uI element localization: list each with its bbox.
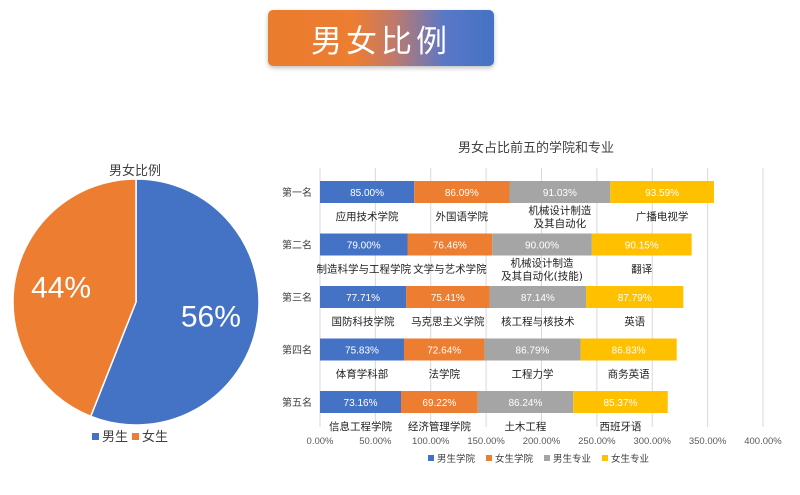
bar-value-label: 75.83% bbox=[345, 346, 379, 357]
bar-category-name: 马克思主义学院 bbox=[411, 315, 485, 328]
pie-chart-title: 男女比例 bbox=[108, 164, 161, 179]
bar-value-label: 86.09% bbox=[445, 188, 479, 199]
pie-chart: 56% 44% 男生 女生 bbox=[12, 178, 260, 445]
bar-segment bbox=[591, 233, 692, 256]
bar-legend-swatch bbox=[544, 455, 550, 461]
bar-category-name: 商务英语 bbox=[608, 368, 650, 381]
bar-value-label: 87.79% bbox=[618, 293, 652, 304]
bar-category-name: 广播电视学 bbox=[636, 210, 689, 223]
bar-value-label: 93.59% bbox=[645, 188, 679, 199]
bar-category-name: 体育学科部 bbox=[336, 368, 389, 381]
bar-value-label: 90.15% bbox=[625, 241, 659, 252]
bar-value-label: 87.14% bbox=[521, 293, 555, 304]
banner-title: 男女比例 bbox=[311, 23, 451, 60]
bar-legend-label: 女生学院 bbox=[495, 453, 534, 465]
pie-slice-label: 44% bbox=[31, 272, 91, 305]
bar-segment bbox=[586, 286, 684, 308]
rank-label: 第二名 bbox=[282, 239, 312, 252]
bar-category-name: 核工程与核技术 bbox=[501, 315, 575, 328]
rank-label: 第四名 bbox=[282, 344, 312, 357]
bar-category-name: 英语 bbox=[624, 315, 645, 328]
x-tick-label: 350.00% bbox=[689, 436, 727, 447]
bar-category-name: 信息工程学院 bbox=[329, 420, 392, 433]
pie-legend-swatch bbox=[132, 433, 139, 440]
bar-segment bbox=[320, 338, 404, 361]
bar-category-name: 翻译 bbox=[631, 263, 652, 276]
bar-segment bbox=[406, 286, 490, 308]
bar-segment bbox=[492, 233, 592, 256]
bar-category-name: 外国语学院 bbox=[436, 210, 489, 223]
rank-label: 第五名 bbox=[282, 396, 312, 409]
x-tick-label: 300.00% bbox=[633, 436, 671, 447]
bar-legend-swatch bbox=[428, 455, 434, 461]
bar-value-label: 69.22% bbox=[422, 398, 456, 409]
bar-value-label: 86.83% bbox=[612, 346, 646, 357]
bar-segment bbox=[403, 338, 485, 361]
rank-label: 第一名 bbox=[282, 186, 312, 199]
bar-category-name: 文学与艺术学院 bbox=[413, 263, 487, 276]
pie-legend-label: 女生 bbox=[142, 429, 168, 445]
bar-value-label: 85.37% bbox=[604, 398, 638, 409]
pie-slice-male bbox=[89, 178, 260, 426]
bar-segment bbox=[320, 286, 407, 308]
bar-segment bbox=[477, 391, 574, 413]
bar-segment bbox=[407, 233, 493, 256]
bar-category-name: 及其自动化(技能) bbox=[501, 270, 583, 283]
bar-category-name: 机械设计制造 bbox=[511, 257, 574, 270]
bar-legend-label: 男生学院 bbox=[437, 453, 476, 465]
bar-category-name: 机械设计制造 bbox=[528, 204, 591, 217]
bar-value-label: 85.00% bbox=[350, 188, 384, 199]
pie-slice-female bbox=[12, 178, 137, 418]
bar-segment bbox=[580, 338, 677, 361]
bar-legend-label: 女生专业 bbox=[611, 453, 649, 465]
bar-category-name: 应用技术学院 bbox=[336, 210, 399, 223]
x-tick-label: 0.00% bbox=[307, 436, 334, 447]
x-tick-label: 200.00% bbox=[523, 436, 561, 447]
bar-category-name: 国防科技学院 bbox=[332, 315, 395, 328]
bar-value-label: 86.24% bbox=[508, 398, 542, 409]
bar-segment bbox=[484, 338, 581, 361]
x-tick-label: 100.00% bbox=[412, 436, 450, 447]
bar-category-name: 制造科学与工程学院 bbox=[316, 263, 411, 276]
pie-legend-swatch bbox=[92, 433, 99, 440]
bar-legend-swatch bbox=[486, 455, 492, 461]
bar-value-label: 90.00% bbox=[525, 241, 559, 252]
bar-value-label: 73.16% bbox=[344, 398, 378, 409]
x-tick-label: 150.00% bbox=[467, 436, 505, 447]
bar-segment bbox=[401, 391, 478, 413]
bar-category-name: 及其自动化 bbox=[534, 217, 587, 230]
bar-value-label: 77.71% bbox=[346, 293, 380, 304]
stacked-bar-chart: 男女占比前五的学院和专业 0.00% 50.00% 100.00% 150.00% 200… bbox=[282, 140, 782, 465]
bar-value-label: 76.46% bbox=[433, 241, 467, 252]
bar-legend-swatch bbox=[602, 455, 608, 461]
bar-segment bbox=[573, 391, 668, 413]
bar-chart-title: 男女占比前五的学院和专业 bbox=[458, 140, 614, 156]
rank-label: 第三名 bbox=[282, 291, 312, 304]
bar-segment bbox=[414, 181, 510, 203]
bar-value-label: 79.00% bbox=[347, 241, 381, 252]
bar-value-label: 91.03% bbox=[543, 188, 577, 199]
bar-segment bbox=[320, 391, 402, 413]
bar-value-label: 75.41% bbox=[431, 293, 465, 304]
bar-category-name: 法学院 bbox=[428, 368, 460, 381]
pie-slice-label: 56% bbox=[181, 300, 241, 333]
bar-segment bbox=[320, 233, 408, 256]
bar-segment bbox=[489, 286, 587, 308]
bar-segment bbox=[610, 181, 714, 203]
bar-segment bbox=[509, 181, 611, 203]
bar-category-name: 经济管理学院 bbox=[408, 420, 471, 433]
bar-value-label: 72.64% bbox=[427, 346, 461, 357]
bar-category-name: 工程力学 bbox=[511, 368, 553, 381]
x-tick-label: 400.00% bbox=[744, 436, 782, 447]
pie-legend-label: 男生 bbox=[102, 430, 128, 445]
bar-value-label: 86.79% bbox=[516, 346, 550, 357]
bar-segment bbox=[320, 181, 415, 203]
x-tick-label: 250.00% bbox=[578, 436, 616, 447]
x-tick-label: 50.00% bbox=[359, 436, 392, 447]
title-banner: 男女比例 bbox=[268, 10, 494, 66]
bar-category-name: 西班牙语 bbox=[599, 421, 641, 433]
bar-category-name: 土木工程 bbox=[504, 420, 546, 433]
bar-legend-label: 男生专业 bbox=[553, 453, 591, 465]
